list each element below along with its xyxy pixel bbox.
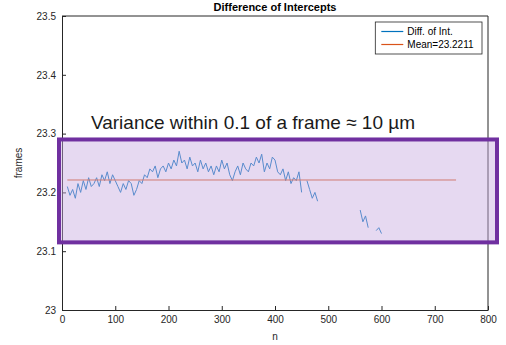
tick: 23: [45, 305, 66, 316]
tick: 23.4: [37, 70, 66, 81]
tick-mark: [435, 306, 436, 310]
tick-label: 500: [320, 314, 337, 325]
tick-mark: [62, 75, 66, 76]
tick-mark: [115, 306, 116, 310]
tick: 23.1: [37, 246, 66, 257]
legend-swatch: [381, 31, 403, 32]
annotation-text: Variance within 0.1 of a frame ≈ 10 µm: [91, 112, 415, 133]
tick-mark: [62, 251, 66, 252]
tick-mark: [382, 306, 383, 310]
tick-label: 23.4: [37, 70, 57, 81]
tick-mark: [275, 306, 276, 310]
legend-swatch: [381, 44, 403, 45]
y-axis-title: frames: [13, 148, 24, 179]
legend-box: [375, 22, 482, 54]
axis-line: [63, 310, 489, 311]
tick-label: 23.2: [37, 187, 57, 198]
tick: 600: [374, 306, 391, 325]
tick-label: 0: [60, 314, 66, 325]
tick-mark: [62, 134, 66, 135]
tick-label: 700: [427, 314, 444, 325]
x-axis: 0 100 200 300 400 500 600 700 800: [60, 306, 498, 325]
tick-mark: [169, 306, 170, 310]
tick: 200: [161, 306, 178, 325]
tick: 800: [480, 306, 497, 325]
tick-label: 800: [480, 314, 497, 325]
tick-label: 600: [374, 314, 391, 325]
tick-label: 200: [161, 314, 178, 325]
tick-mark: [222, 306, 223, 310]
legend: Diff. of Int. Mean=23.2211: [375, 22, 482, 54]
tick: 500: [320, 306, 337, 325]
x-axis-title: n: [272, 331, 278, 342]
tick: 23.5: [37, 11, 66, 22]
tick-label: 23: [45, 305, 57, 316]
tick-mark: [62, 310, 66, 311]
tick-label: 400: [267, 314, 284, 325]
tick-label: 300: [214, 314, 231, 325]
annotations: [59, 139, 497, 242]
tick-label: 23.5: [37, 11, 57, 22]
tick: 300: [214, 306, 231, 325]
frame: [62, 16, 488, 17]
tick-label: 23.3: [37, 128, 57, 139]
tick-label: 23.1: [37, 246, 57, 257]
chart: 0 100 200 300 400 500 600 700 800 23 23.1 23.2 23.3 2…: [0, 0, 506, 345]
tick-mark: [328, 306, 329, 310]
plot: 0 100 200 300 400 500 600 700 800 23 23.1 23.2 23.3 2…: [37, 11, 498, 325]
legend-item: Diff. of Int.: [381, 26, 452, 37]
legend-item: Mean=23.2211: [381, 39, 474, 50]
tick: 400: [267, 306, 284, 325]
legend-label: Diff. of Int.: [407, 26, 452, 37]
tick-label: 100: [107, 314, 124, 325]
legend-label: Mean=23.2211: [407, 39, 474, 50]
annotation-band: [59, 139, 497, 242]
title: Difference of Intercepts: [214, 1, 337, 13]
tick: 100: [107, 306, 124, 325]
tick: 700: [427, 306, 444, 325]
